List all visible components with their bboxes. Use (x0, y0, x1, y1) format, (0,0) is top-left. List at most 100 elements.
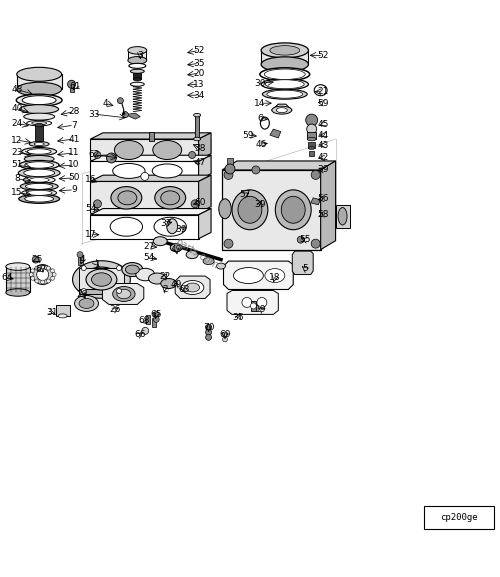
Text: 35: 35 (194, 59, 205, 68)
Text: 39: 39 (254, 200, 266, 209)
Ellipse shape (16, 94, 62, 106)
Text: 5: 5 (302, 264, 308, 273)
Circle shape (224, 239, 233, 248)
Text: 40: 40 (11, 104, 22, 113)
Ellipse shape (22, 148, 56, 155)
Ellipse shape (24, 169, 54, 177)
Text: 18: 18 (269, 273, 280, 282)
Ellipse shape (26, 121, 52, 126)
Text: 54: 54 (143, 253, 154, 262)
Polygon shape (90, 133, 211, 139)
Text: 15: 15 (11, 188, 22, 197)
Text: 21: 21 (318, 87, 329, 96)
Ellipse shape (128, 57, 147, 64)
Text: 20: 20 (194, 69, 205, 78)
Ellipse shape (266, 80, 304, 89)
Circle shape (94, 200, 102, 208)
Text: 45: 45 (318, 119, 329, 129)
Ellipse shape (194, 114, 200, 117)
Text: 50: 50 (68, 174, 80, 182)
Text: 11: 11 (68, 148, 80, 158)
Polygon shape (224, 261, 294, 290)
Circle shape (50, 269, 54, 273)
Circle shape (116, 288, 121, 294)
Text: 51: 51 (11, 160, 22, 170)
Ellipse shape (270, 46, 300, 55)
Polygon shape (198, 208, 211, 239)
Circle shape (29, 272, 33, 276)
Ellipse shape (160, 279, 176, 288)
Ellipse shape (276, 108, 287, 113)
Text: 9: 9 (71, 185, 77, 194)
Text: 13: 13 (194, 80, 205, 89)
Circle shape (30, 276, 34, 280)
Ellipse shape (314, 85, 327, 96)
Ellipse shape (148, 273, 166, 284)
Ellipse shape (272, 106, 292, 114)
Text: 23: 23 (11, 148, 22, 158)
Text: 62: 62 (88, 151, 100, 159)
Ellipse shape (134, 77, 141, 81)
Text: 48: 48 (11, 85, 22, 93)
Circle shape (30, 269, 34, 273)
Ellipse shape (58, 314, 67, 318)
Polygon shape (292, 251, 313, 275)
Ellipse shape (203, 257, 214, 265)
Text: 26: 26 (110, 305, 121, 314)
Ellipse shape (153, 141, 182, 159)
Circle shape (242, 298, 252, 308)
Polygon shape (90, 215, 198, 239)
Bar (152, 319, 156, 327)
Text: 61: 61 (70, 83, 82, 91)
Ellipse shape (129, 63, 146, 68)
Text: cp200ge: cp200ge (440, 513, 478, 522)
Ellipse shape (17, 68, 62, 81)
Text: 8: 8 (14, 174, 20, 183)
Text: parts.com: parts.com (172, 237, 220, 271)
Text: 6: 6 (257, 114, 262, 123)
Ellipse shape (18, 168, 60, 178)
Ellipse shape (20, 182, 58, 190)
Polygon shape (227, 290, 278, 314)
Circle shape (206, 324, 212, 331)
Circle shape (94, 152, 101, 159)
Ellipse shape (26, 190, 52, 196)
Ellipse shape (282, 196, 305, 223)
Ellipse shape (24, 113, 54, 120)
Polygon shape (90, 139, 198, 160)
Text: 27: 27 (143, 242, 154, 250)
Bar (128, 50, 146, 61)
Text: 30: 30 (254, 78, 266, 88)
Bar (307, 132, 316, 139)
Ellipse shape (23, 177, 55, 183)
Text: 70: 70 (203, 323, 214, 332)
Circle shape (154, 316, 159, 323)
Circle shape (311, 239, 320, 248)
Circle shape (82, 265, 86, 271)
Text: 1: 1 (94, 260, 100, 269)
Text: 58: 58 (318, 210, 329, 219)
Circle shape (311, 170, 320, 179)
Ellipse shape (238, 196, 262, 223)
Circle shape (306, 124, 316, 134)
Polygon shape (198, 133, 211, 160)
Circle shape (106, 153, 117, 163)
Ellipse shape (186, 283, 200, 292)
Polygon shape (79, 268, 124, 288)
Ellipse shape (114, 141, 144, 159)
Bar (134, 73, 141, 79)
Circle shape (68, 80, 76, 88)
Ellipse shape (24, 196, 54, 202)
Ellipse shape (88, 271, 115, 288)
Ellipse shape (267, 90, 302, 98)
Ellipse shape (260, 68, 310, 81)
Ellipse shape (20, 104, 59, 114)
Text: 59: 59 (242, 130, 254, 140)
Text: 63: 63 (178, 285, 190, 294)
Text: 43: 43 (318, 141, 329, 149)
Text: 60: 60 (194, 198, 206, 207)
Circle shape (252, 166, 260, 174)
Ellipse shape (24, 162, 54, 168)
Circle shape (225, 164, 235, 174)
Polygon shape (90, 208, 211, 215)
